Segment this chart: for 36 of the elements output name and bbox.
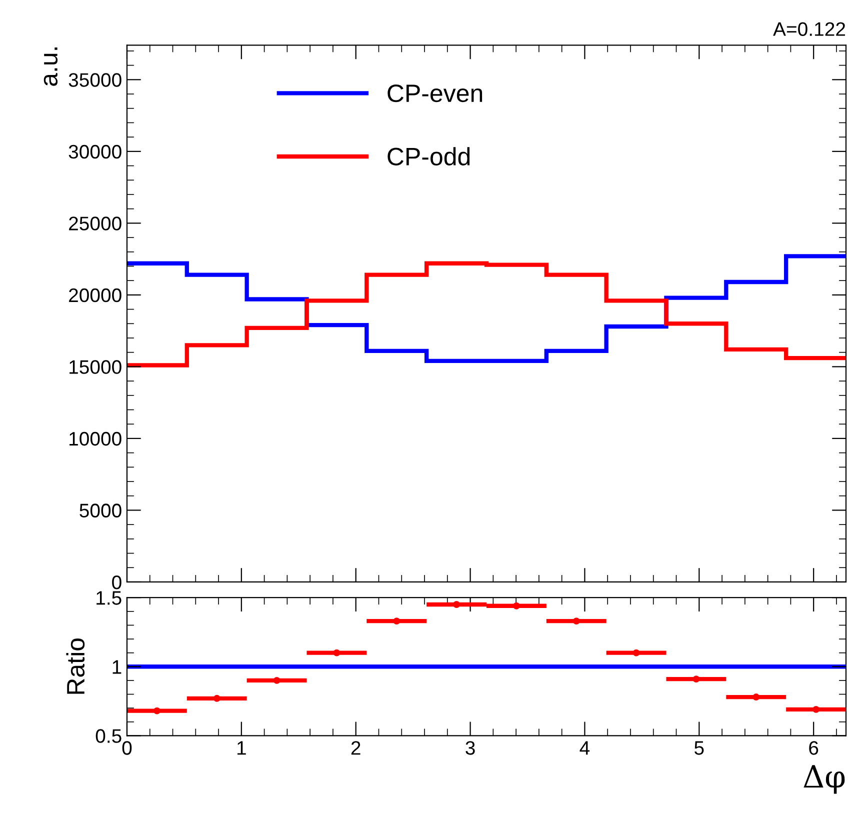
y-tick-label: 30000: [68, 144, 122, 159]
point: [273, 676, 280, 684]
point: [812, 706, 820, 713]
x-tick-label: 4: [580, 741, 590, 755]
x-tick-label: 5: [694, 741, 704, 755]
y-axis-title: a.u.: [44, 47, 58, 86]
x-tick-label: 2: [351, 741, 360, 755]
y-tick-label: 5000: [80, 504, 122, 518]
y-tick-label: 10000: [70, 432, 122, 446]
y-tick-label: 20000: [69, 288, 122, 302]
x-tick-label: 3: [466, 741, 475, 755]
y-tick-label: 0: [112, 575, 122, 590]
point: [213, 694, 220, 702]
point: [153, 707, 160, 714]
x-tick-label: 6: [809, 741, 818, 755]
point: [393, 618, 400, 625]
y-tick-label: 25000: [69, 216, 122, 230]
point: [572, 618, 580, 625]
point: [692, 676, 700, 683]
x-tick-label: 1: [237, 741, 246, 755]
y-axis-title: Ratio: [66, 638, 85, 694]
legend-label: CP-odd: [388, 147, 470, 166]
y-tick-label: 1: [112, 660, 122, 674]
y-tick-label: 35000: [68, 73, 122, 87]
text: A=0.122: [773, 22, 846, 36]
y-tick-label: 15000: [70, 360, 122, 374]
point: [752, 694, 760, 700]
x-axis-title: Δφ: [804, 765, 845, 794]
y-tick-label: 1.5: [96, 591, 122, 605]
legend-label: CP-even: [388, 84, 482, 102]
point: [453, 601, 460, 608]
point: [632, 649, 640, 656]
point: [512, 602, 520, 610]
point: [333, 649, 340, 656]
y-tick-label: 0.5: [96, 729, 122, 743]
x-tick-label: 0: [122, 741, 132, 755]
